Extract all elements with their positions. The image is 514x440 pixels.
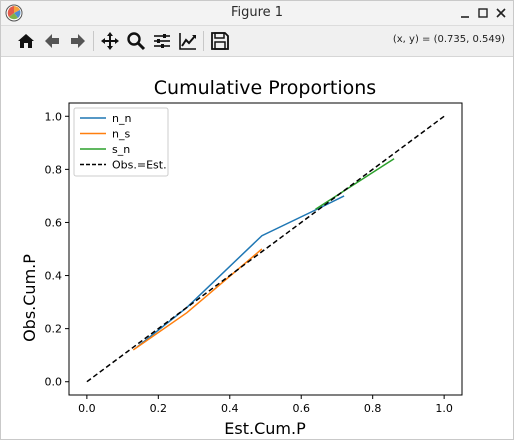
legend-label: Obs.=Est. bbox=[112, 159, 167, 172]
x-axis-label: Est.Cum.P bbox=[224, 419, 306, 438]
window-title: Figure 1 bbox=[230, 5, 284, 20]
x-tick-label: 0.2 bbox=[150, 402, 168, 415]
navigation-toolbar: (x, y) = (0.735, 0.549) bbox=[1, 26, 513, 57]
y-tick-label: 0.6 bbox=[45, 216, 63, 229]
axes-frame bbox=[68, 102, 463, 396]
chart-title: Cumulative Proportions bbox=[154, 77, 376, 99]
x-tick-label: 0.0 bbox=[78, 402, 96, 415]
y-tick-label: 0.4 bbox=[45, 270, 63, 283]
series-lines bbox=[86, 115, 445, 383]
x-tick-label: 0.4 bbox=[221, 402, 239, 415]
figure-canvas[interactable]: Cumulative Proportions Est.Cum.P Obs.Cum… bbox=[1, 57, 513, 439]
y-tick-label: 0.8 bbox=[45, 163, 63, 176]
axis-ticks: 0.0 0.2 0.4 0.6 0.8 1.0 0.0 0.2 0.4 0.6 0.8 1.0 bbox=[45, 110, 453, 415]
subplots-config-icon[interactable] bbox=[151, 30, 173, 52]
y-tick-label: 0.2 bbox=[45, 323, 63, 336]
save-icon[interactable] bbox=[209, 30, 231, 52]
series-line-0 bbox=[136, 195, 345, 348]
zoom-icon[interactable] bbox=[125, 30, 147, 52]
y-axis-label: Obs.Cum.P bbox=[20, 254, 39, 342]
back-arrow-icon[interactable] bbox=[41, 30, 63, 52]
series-line-3 bbox=[86, 115, 445, 383]
x-tick-label: 1.0 bbox=[435, 402, 453, 415]
matplotlib-icon bbox=[5, 4, 23, 22]
axes-edit-icon[interactable] bbox=[177, 30, 199, 52]
maximize-icon[interactable] bbox=[475, 5, 491, 21]
close-icon[interactable] bbox=[493, 5, 509, 21]
minimize-icon[interactable] bbox=[457, 5, 473, 21]
x-tick-label: 0.6 bbox=[292, 402, 310, 415]
plot-canvas[interactable]: Cumulative Proportions Est.Cum.P Obs.Cum… bbox=[1, 57, 513, 439]
cursor-coordinates: (x, y) = (0.735, 0.549) bbox=[392, 34, 505, 45]
legend-label: n_n bbox=[112, 112, 131, 125]
y-tick-label: 1.0 bbox=[45, 110, 63, 123]
legend-box bbox=[73, 107, 169, 177]
series-line-2 bbox=[315, 158, 395, 210]
toolbar-separator bbox=[203, 31, 204, 51]
home-icon[interactable] bbox=[15, 30, 37, 52]
legend-label: s_n bbox=[112, 143, 130, 156]
forward-arrow-icon[interactable] bbox=[67, 30, 89, 52]
toolbar-separator bbox=[93, 31, 94, 51]
pan-icon[interactable] bbox=[99, 30, 121, 52]
y-tick-label: 0.0 bbox=[45, 376, 63, 389]
x-tick-label: 0.8 bbox=[364, 402, 382, 415]
title-bar[interactable]: Figure 1 bbox=[1, 1, 513, 26]
legend-label: n_s bbox=[112, 128, 130, 141]
legend: n_n n_s s_n Obs.=Est. bbox=[73, 107, 169, 177]
